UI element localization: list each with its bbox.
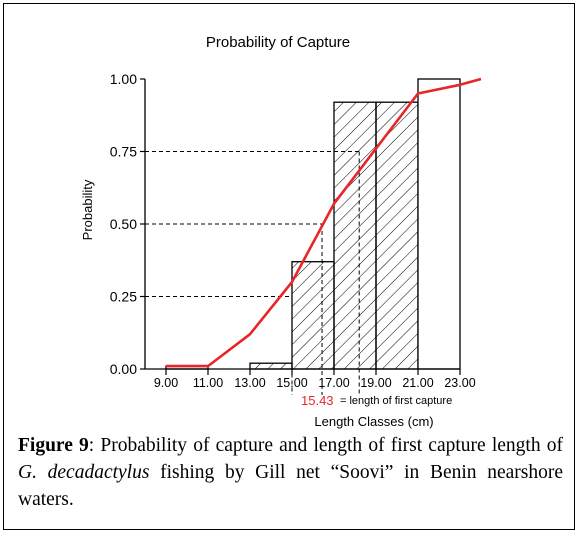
x-tick-label-3: 15.00 [276, 376, 307, 390]
x-tick-label-2: 13.00 [234, 376, 265, 390]
caption-text-after: fishing by Gill net “Soovi” in Benin nea… [18, 462, 563, 510]
x-tick-label-7: 23.00 [444, 376, 475, 390]
caption-species: G. decadactylus [18, 462, 150, 483]
y-tick-label-2: 0.50 [110, 216, 137, 232]
y-tick-label-1: 0.25 [110, 289, 137, 305]
bar-5 [417, 78, 461, 370]
bar-hatch-1 [250, 363, 292, 369]
x-tick-label-5: 19.00 [360, 376, 391, 390]
y-tick-label-0: 0.00 [110, 361, 137, 377]
x-axis-label: Length Classes (cm) [314, 414, 433, 429]
caption-label: Figure 9 [18, 435, 89, 456]
x-tick-label-4: 17.00 [318, 376, 349, 390]
y-tick-label-3: 0.75 [110, 144, 137, 160]
first-capture-value: 15.43 [301, 393, 334, 408]
capture-probability-chart: Probability of Capture Probability Lengt… [80, 34, 482, 429]
x-tick-label-1: 11.00 [193, 376, 223, 390]
bar-hatch-3 [334, 102, 376, 369]
bar-hatch-2 [292, 261, 334, 369]
reference-lines-layer [145, 151, 360, 395]
bars-layer [165, 78, 461, 370]
bar-hatch-4 [376, 102, 418, 369]
x-tick-label-6: 21.00 [402, 376, 433, 390]
y-axis-label: Probability [80, 179, 95, 240]
first-capture-annotation: 15.43 = length of first capture [301, 393, 452, 408]
y-tick-label-4: 1.00 [110, 71, 137, 87]
chart-title: Probability of Capture [206, 34, 350, 51]
probability-curve [166, 77, 482, 368]
figure-caption: Figure 9: Probability of capture and len… [18, 432, 563, 513]
first-capture-label: = length of first capture [340, 395, 452, 407]
curve-layer [166, 77, 482, 368]
axes-layer: 0.00 0.25 0.50 0.75 1.00 9.00 11.00 13.00 15.00 1… [110, 71, 476, 390]
caption-text-before: : Probability of capture and length of f… [88, 435, 563, 456]
x-tick-label-0: 9.00 [154, 376, 178, 390]
figure-frame [3, 3, 575, 530]
